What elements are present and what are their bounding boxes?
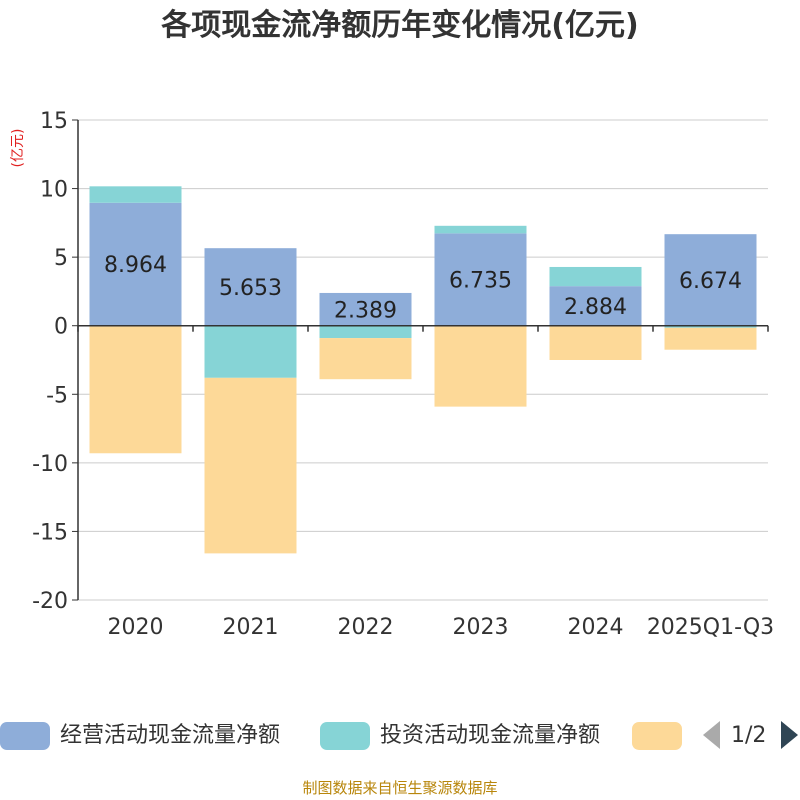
y-axis-unit-label: (亿元) bbox=[10, 129, 26, 168]
chart-area: 15 10 5 0 -5 -10 -15 -20 (亿元) 8.964 2020 5.653 2021 2… bbox=[10, 109, 774, 640]
x-tick-label: 2020 bbox=[108, 615, 164, 640]
data-label-2024: 2.884 bbox=[564, 295, 627, 320]
legend-prev-page-icon[interactable] bbox=[703, 721, 720, 749]
bar-2-2021 bbox=[204, 325, 297, 378]
x-tick-label: 2023 bbox=[453, 615, 509, 640]
data-label-2025Q1-Q3: 6.674 bbox=[679, 269, 742, 294]
legend-swatch-financing bbox=[632, 722, 682, 750]
bar-1-2021 bbox=[204, 248, 297, 326]
legend-next-page-icon[interactable] bbox=[781, 721, 798, 749]
legend-swatch-investing bbox=[320, 722, 370, 750]
bar-3-2025Q1-Q3 bbox=[664, 327, 757, 350]
x-tick-label: 2025Q1-Q3 bbox=[647, 615, 774, 640]
y-tick-label: -20 bbox=[32, 589, 68, 614]
data-label-2020: 8.964 bbox=[104, 253, 167, 278]
legend-label-investing: 投资活动现金流量净额 bbox=[380, 723, 601, 748]
bar-1-2022 bbox=[319, 292, 412, 326]
y-tick-label: -10 bbox=[32, 452, 68, 477]
bar-3-2021 bbox=[204, 377, 297, 554]
x-tick-label: 2021 bbox=[223, 615, 279, 640]
legend-pager: 1/2 bbox=[700, 720, 800, 750]
y-tick-label: 5 bbox=[54, 246, 68, 271]
y-tick-label: -15 bbox=[32, 520, 68, 545]
data-label-2023: 6.735 bbox=[449, 269, 512, 294]
bar-1-2024 bbox=[549, 286, 642, 326]
data-label-2022: 2.389 bbox=[334, 298, 397, 323]
bar-2-2020 bbox=[89, 186, 182, 203]
legend-label-operating: 经营活动现金流量净额 bbox=[60, 723, 281, 748]
chart-title: 各项现金流净额历年变化情况(亿元) bbox=[161, 8, 639, 43]
x-tick-label: 2022 bbox=[338, 615, 394, 640]
bar-2-2023 bbox=[434, 225, 527, 234]
bar-3-2022 bbox=[319, 338, 412, 380]
y-tick-label: 10 bbox=[40, 178, 68, 203]
bar-2-2022 bbox=[319, 325, 412, 339]
bar-1-2020 bbox=[89, 202, 182, 326]
bar-2-2024 bbox=[549, 266, 642, 287]
legend-swatch-operating bbox=[0, 722, 50, 750]
bar-3-2020 bbox=[89, 325, 182, 454]
bar-3-2024 bbox=[549, 325, 642, 360]
y-tick-label: 0 bbox=[54, 315, 68, 340]
bar-1-2025Q1-Q3 bbox=[664, 234, 757, 326]
y-tick-label: 15 bbox=[40, 109, 68, 134]
legend-page-indicator: 1/2 bbox=[731, 723, 767, 748]
x-tick-label: 2024 bbox=[568, 615, 624, 640]
legend: 经营活动现金流量净额 投资活动现金流量净额 1/2 bbox=[0, 712, 800, 758]
bar-3-2023 bbox=[434, 325, 527, 407]
bar-1-2023 bbox=[434, 233, 527, 326]
y-tick-label: -5 bbox=[46, 383, 68, 408]
source-note: 制图数据来自恒生聚源数据库 bbox=[302, 779, 498, 797]
bar-2-2025Q1-Q3 bbox=[664, 325, 757, 328]
data-label-2021: 5.653 bbox=[219, 276, 282, 301]
